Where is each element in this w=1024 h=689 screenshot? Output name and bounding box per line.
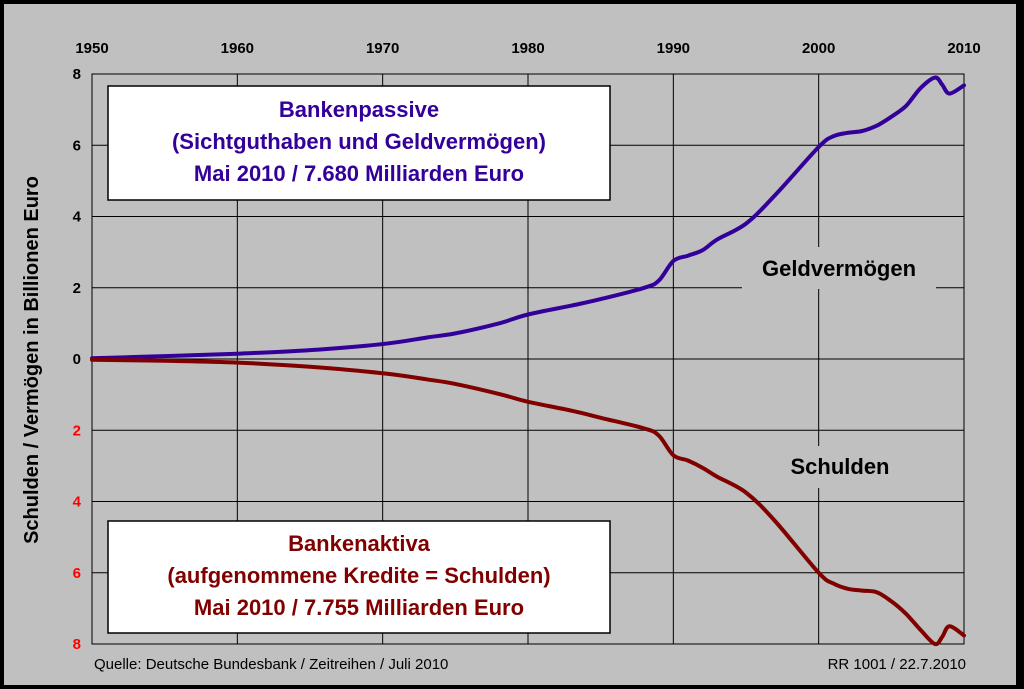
x-tick-label: 1990 bbox=[657, 40, 690, 57]
schulden-label: Schulden bbox=[790, 454, 889, 479]
y-tick-label: 6 bbox=[73, 137, 81, 154]
upper-info-box-bg bbox=[107, 85, 611, 201]
y-tick-label: 4 bbox=[73, 209, 82, 226]
lower-info-box: Bankenaktiva (aufgenommene Kredite = Sch… bbox=[107, 520, 611, 634]
lower-info-box-bg bbox=[107, 520, 611, 634]
schulden-line bbox=[90, 357, 966, 647]
upper-info-box: Bankenpassive (Sichtguthaben und Geldver… bbox=[107, 85, 611, 201]
schulden-label-bg bbox=[770, 446, 910, 488]
lower-box-line2: (aufgenommene Kredite = Schulden) bbox=[167, 563, 550, 588]
y-tick-label: 2 bbox=[73, 280, 81, 297]
y-axis-label: Schulden / Vermögen in Billionen Euro bbox=[21, 176, 43, 544]
upper-box-line1: Bankenpassive bbox=[279, 97, 439, 122]
x-tick-label: 1950 bbox=[75, 40, 108, 57]
y-tick-label-negative: 6 bbox=[73, 565, 81, 582]
lower-box-line3: Mai 2010 / 7.755 Milliarden Euro bbox=[194, 595, 524, 620]
x-tick-label: 1980 bbox=[511, 40, 544, 57]
chart-frame: 1950 1960 1970 1980 1990 2000 2010 8 6 4 2 0 2 4 6 8 Ba… bbox=[4, 4, 1016, 685]
y-tick-label-negative: 4 bbox=[73, 494, 82, 511]
upper-box-line2: (Sichtguthaben und Geldvermögen) bbox=[172, 129, 546, 154]
source-right: RR 1001 / 22.7.2010 bbox=[828, 656, 966, 673]
y-tick-label-negative: 2 bbox=[73, 422, 81, 439]
geldvermoegen-label: Geldvermögen bbox=[762, 256, 916, 281]
source-left: Quelle: Deutsche Bundesbank / Zeitreihen… bbox=[94, 656, 448, 673]
geldvermoegen-label-bg bbox=[742, 247, 936, 289]
y-tick-label-negative: 8 bbox=[73, 636, 81, 653]
series-lines bbox=[90, 75, 966, 647]
axis-ticks: 1950 1960 1970 1980 1990 2000 2010 8 6 4 2 0 2 4 6 8 bbox=[73, 40, 981, 653]
chart-svg: 1950 1960 1970 1980 1990 2000 2010 8 6 4 2 0 2 4 6 8 Ba… bbox=[21, 40, 981, 673]
x-tick-label: 2010 bbox=[947, 40, 980, 57]
upper-box-line3: Mai 2010 / 7.680 Milliarden Euro bbox=[194, 161, 524, 186]
y-tick-label: 8 bbox=[73, 66, 81, 83]
x-tick-label: 2000 bbox=[802, 40, 835, 57]
y-tick-label: 0 bbox=[73, 351, 81, 368]
geldvermoegen-line bbox=[90, 75, 966, 361]
x-tick-label: 1960 bbox=[221, 40, 254, 57]
x-tick-label: 1970 bbox=[366, 40, 399, 57]
lower-box-line1: Bankenaktiva bbox=[288, 531, 431, 556]
